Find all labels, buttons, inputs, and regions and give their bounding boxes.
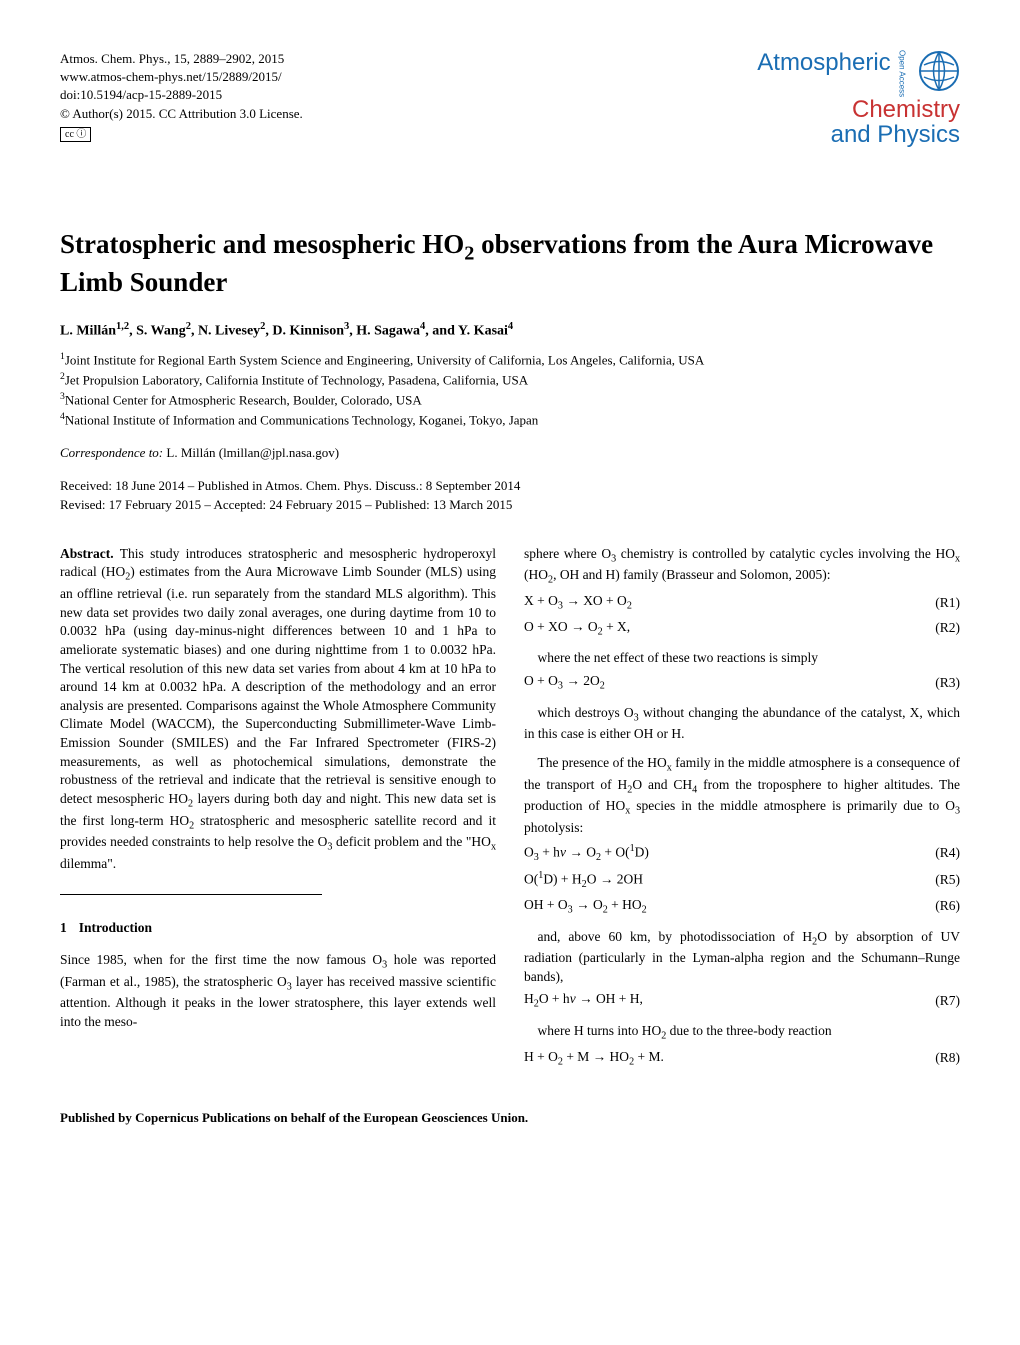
dates-line-2: Revised: 17 February 2015 – Accepted: 24…	[60, 495, 960, 515]
eq-r8-body: H + O2 + M → HO2 + M.	[524, 1048, 920, 1070]
equation-r2: O + XO → O2 + X, (R2)	[524, 618, 960, 640]
eq-r6-body: OH + O3 → O2 + HO2	[524, 896, 920, 918]
eq-r4-label: (R4)	[920, 844, 960, 863]
affiliation-3: 3National Center for Atmospheric Researc…	[60, 390, 960, 410]
affiliation-2: 2Jet Propulsion Laboratory, California I…	[60, 370, 960, 390]
right-column: sphere where O3 chemistry is controlled …	[524, 545, 960, 1074]
correspondence-text: L. Millán (lmillan@jpl.nasa.gov)	[163, 445, 339, 460]
eq-r8-label: (R8)	[920, 1049, 960, 1068]
abstract: Abstract. This study introduces stratosp…	[60, 545, 496, 874]
page-footer: Published by Copernicus Publications on …	[60, 1109, 960, 1127]
publication-dates: Received: 18 June 2014 – Published in At…	[60, 476, 960, 515]
equation-r8: H + O2 + M → HO2 + M. (R8)	[524, 1048, 960, 1070]
eq-r2-label: (R2)	[920, 619, 960, 638]
section-1-heading: 1 Introduction	[60, 919, 496, 938]
right-para-5: and, above 60 km, by photodissociation o…	[524, 928, 960, 987]
logo-line-1: Atmospheric	[757, 49, 890, 76]
article-title: Stratospheric and mesospheric HO2 observ…	[60, 228, 960, 300]
equation-r5: O(1D) + H2O → 2OH (R5)	[524, 869, 960, 892]
equation-r7: H2O + hν → OH + H, (R7)	[524, 990, 960, 1012]
logo-line-2: Chemistry	[757, 97, 960, 122]
copyright: © Author(s) 2015. CC Attribution 3.0 Lic…	[60, 105, 757, 123]
equation-r3: O + O3 → 2O2 (R3)	[524, 672, 960, 694]
page-header: Atmos. Chem. Phys., 15, 2889–2902, 2015 …	[60, 50, 960, 148]
doi: doi:10.5194/acp-15-2889-2015	[60, 86, 757, 104]
eq-r1-label: (R1)	[920, 594, 960, 613]
eq-r6-label: (R6)	[920, 897, 960, 916]
cc-badge: cc ⓘ	[60, 127, 91, 143]
body-columns: Abstract. This study introduces stratosp…	[60, 545, 960, 1074]
eq-r7-body: H2O + hν → OH + H,	[524, 990, 920, 1012]
right-para-1: sphere where O3 chemistry is controlled …	[524, 545, 960, 588]
affiliation-1: 1Joint Institute for Regional Earth Syst…	[60, 350, 960, 370]
eq-r2-body: O + XO → O2 + X,	[524, 618, 920, 640]
eq-r1-body: X + O3 → XO + O2	[524, 592, 920, 614]
eq-r7-label: (R7)	[920, 992, 960, 1011]
eq-r3-label: (R3)	[920, 674, 960, 693]
authors: L. Millán1,2, S. Wang2, N. Livesey2, D. …	[60, 320, 960, 342]
equation-r6: OH + O3 → O2 + HO2 (R6)	[524, 896, 960, 918]
affiliation-4: 4National Institute of Information and C…	[60, 410, 960, 430]
equation-r1: X + O3 → XO + O2 (R1)	[524, 592, 960, 614]
right-para-2: where the net effect of these two reacti…	[524, 649, 960, 668]
globe-icon	[918, 50, 960, 97]
open-access-label: Open Access	[897, 50, 905, 97]
section-1-para-1: Since 1985, when for the first time the …	[60, 951, 496, 1032]
journal-logo: Atmospheric Open Access Chemistry and Ph…	[757, 50, 960, 148]
section-1-number: 1	[60, 919, 67, 938]
left-column: Abstract. This study introduces stratosp…	[60, 545, 496, 1074]
abstract-text: This study introduces stratospheric and …	[60, 546, 496, 871]
logo-line-3: and Physics	[757, 122, 960, 147]
eq-r3-body: O + O3 → 2O2	[524, 672, 920, 694]
header-meta: Atmos. Chem. Phys., 15, 2889–2902, 2015 …	[60, 50, 757, 142]
eq-r5-label: (R5)	[920, 871, 960, 890]
dates-line-1: Received: 18 June 2014 – Published in At…	[60, 476, 960, 496]
affiliations: 1Joint Institute for Regional Earth Syst…	[60, 350, 960, 431]
section-1-title: Introduction	[79, 920, 152, 935]
right-para-4: The presence of the HOx family in the mi…	[524, 754, 960, 838]
eq-r4-body: O3 + hν → O2 + O(1D)	[524, 842, 920, 865]
correspondence-label: Correspondence to:	[60, 445, 163, 460]
equation-r4: O3 + hν → O2 + O(1D) (R4)	[524, 842, 960, 865]
right-para-3: which destroys O3 without changing the a…	[524, 704, 960, 744]
section-divider	[60, 894, 322, 895]
right-para-6: where H turns into HO2 due to the three-…	[524, 1022, 960, 1044]
journal-ref: Atmos. Chem. Phys., 15, 2889–2902, 2015	[60, 50, 757, 68]
eq-r5-body: O(1D) + H2O → 2OH	[524, 869, 920, 892]
journal-url: www.atmos-chem-phys.net/15/2889/2015/	[60, 68, 757, 86]
correspondence: Correspondence to: L. Millán (lmillan@jp…	[60, 444, 960, 462]
abstract-label: Abstract.	[60, 546, 114, 561]
